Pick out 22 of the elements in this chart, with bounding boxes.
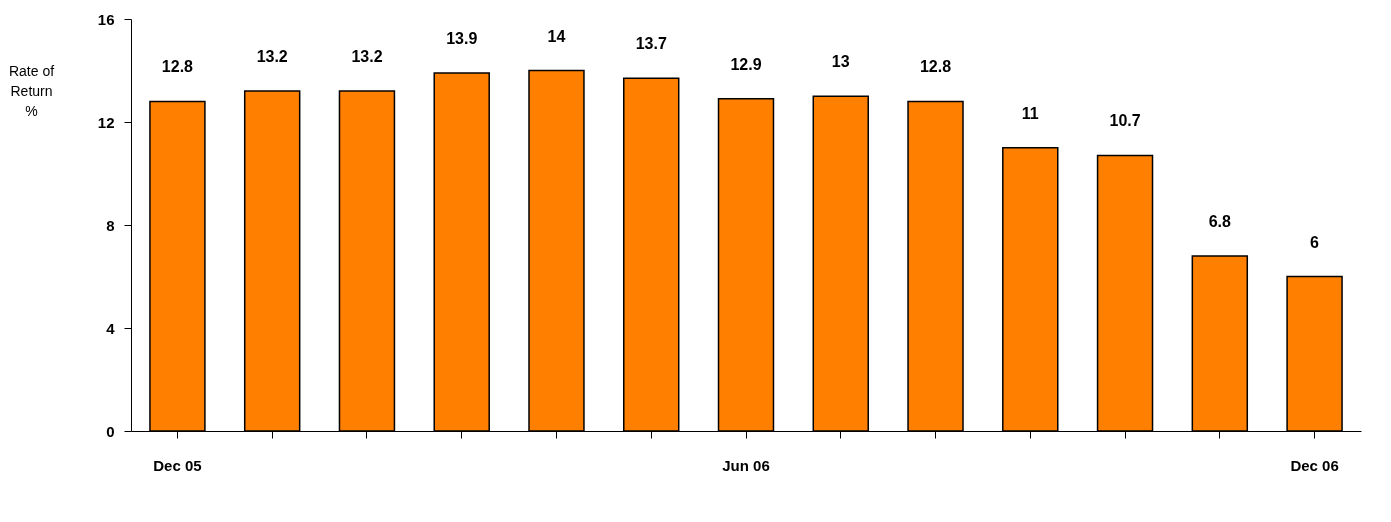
- y-axis-title: Rate of Return %: [8, 62, 55, 119]
- y-tick-label: 12: [97, 113, 115, 131]
- data-label: 14: [547, 27, 566, 45]
- y-tick-label: 4: [106, 319, 116, 337]
- x-tick-label: Dec 05: [153, 456, 202, 474]
- data-label: 11: [1021, 104, 1039, 122]
- data-label: 13.7: [635, 35, 667, 53]
- data-label: 13.2: [351, 48, 383, 66]
- x-tick-label: Dec 06: [1290, 456, 1339, 474]
- data-label: 13.2: [256, 48, 288, 66]
- data-label: 12.8: [161, 58, 194, 76]
- data-label: 13.9: [446, 30, 478, 48]
- data-label: 10.7: [1109, 112, 1141, 130]
- data-label: 6: [1310, 233, 1320, 251]
- y-tick-label: 8: [106, 216, 115, 234]
- data-label: 6.8: [1208, 212, 1232, 230]
- data-label: 12.9: [730, 55, 762, 73]
- data-label: 13: [831, 53, 850, 71]
- data-label: 12.8: [919, 58, 952, 76]
- x-tick-label: Jun 06: [722, 456, 770, 474]
- y-tick-label: 0: [106, 422, 115, 440]
- y-tick-label: 16: [97, 10, 115, 28]
